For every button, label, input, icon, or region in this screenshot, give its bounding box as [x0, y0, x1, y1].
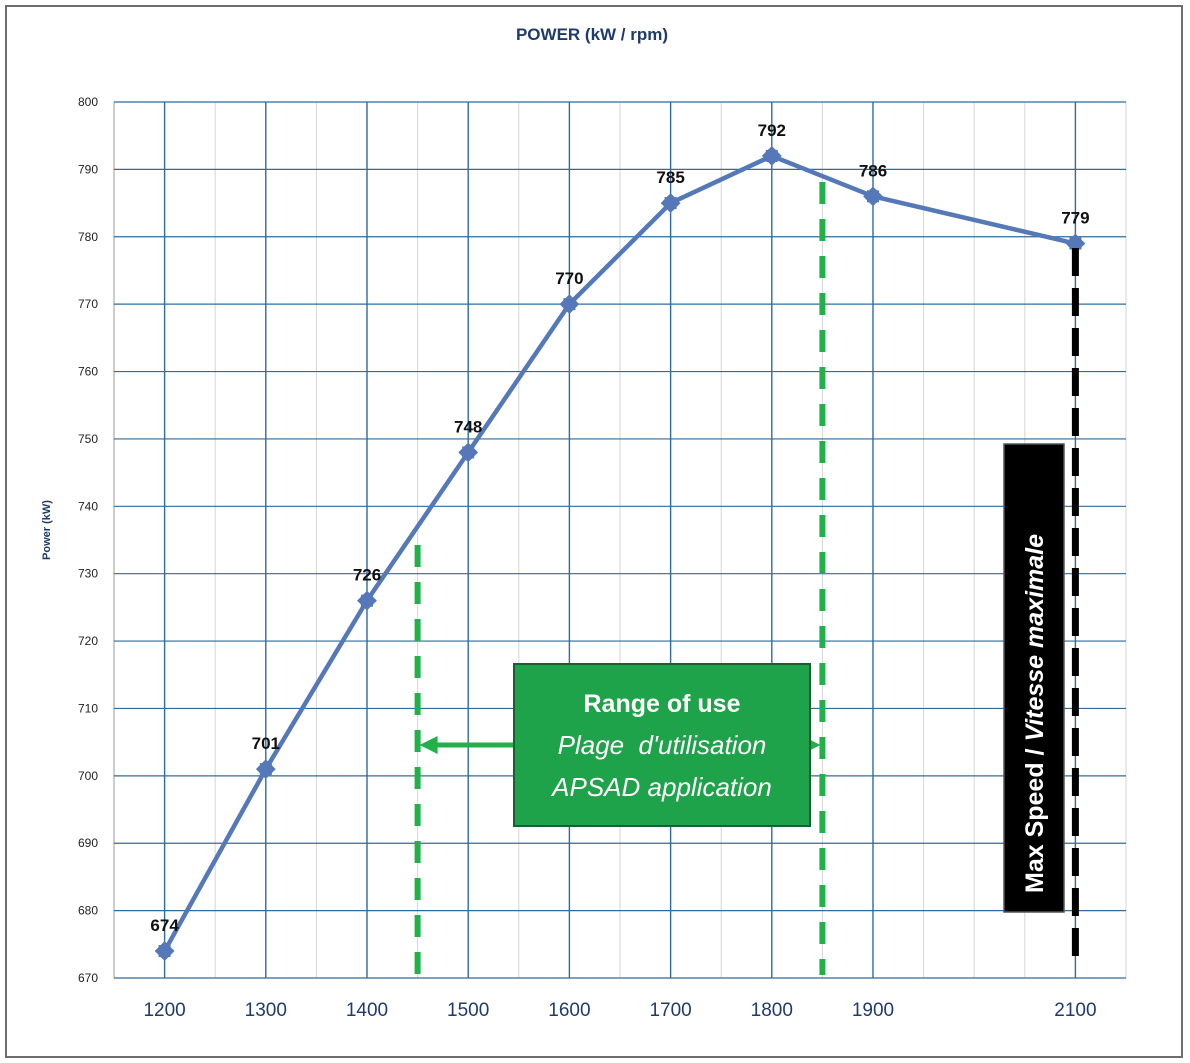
- data-label: 674: [150, 916, 179, 935]
- y-tick-label: 800: [78, 95, 98, 109]
- x-tick-label: 1400: [346, 1000, 388, 1021]
- data-label: 701: [252, 734, 280, 753]
- data-label: 726: [353, 566, 381, 585]
- y-tick-label: 790: [78, 162, 98, 176]
- y-tick-label: 710: [78, 701, 98, 715]
- y-tick-label: 680: [78, 904, 98, 918]
- x-tick-label: 1200: [143, 1000, 185, 1021]
- y-axis-label: Power (kW): [41, 500, 53, 560]
- data-point-marker-center: [158, 945, 171, 958]
- x-tick-label: 1500: [447, 1000, 489, 1021]
- y-tick-label: 760: [78, 365, 98, 379]
- x-tick-label: 1600: [548, 1000, 590, 1021]
- y-tick-label: 750: [78, 432, 98, 446]
- y-tick-label: 670: [78, 971, 98, 985]
- data-label: 779: [1061, 209, 1089, 228]
- major-gridlines: [114, 101, 1126, 979]
- plage-utilisation-label: Plage d'utilisation: [558, 730, 767, 760]
- data-point-marker-center: [867, 190, 879, 203]
- max-speed-label-en: Max Speed /: [1021, 742, 1049, 893]
- data-label: 786: [859, 161, 887, 180]
- x-tick-label: 1700: [649, 1000, 691, 1021]
- range-of-use-annotation: Range of use Plage d'utilisation APSAD a…: [513, 663, 811, 827]
- range-of-use-label: Range of use: [584, 690, 741, 718]
- y-tick-label: 730: [78, 567, 98, 581]
- y-tick-label: 740: [78, 499, 98, 513]
- y-tick-label: 700: [78, 769, 98, 783]
- data-label: 748: [454, 417, 482, 436]
- data-label: 785: [656, 168, 684, 187]
- x-tick-label: 1300: [245, 1000, 287, 1021]
- y-tick-label: 690: [78, 836, 98, 850]
- power-series: [154, 146, 1086, 961]
- data-point-marker-center: [664, 197, 677, 210]
- data-point-marker-center: [765, 149, 778, 162]
- data-point-marker-center: [1069, 237, 1082, 250]
- max-speed-box: [1003, 443, 1065, 913]
- max-speed-annotation: Max Speed / Vitesse maximale: [1003, 248, 1079, 960]
- data-label: 770: [555, 269, 583, 288]
- x-tick-labels: 1200 1300 1400 1500 1600 1700 1800 1900 2100: [143, 1000, 1096, 1021]
- y-tick-label: 780: [78, 230, 98, 244]
- y-tick-label: 720: [78, 634, 98, 648]
- data-point-marker-center: [462, 446, 475, 459]
- x-tick-label: 2100: [1054, 1000, 1096, 1021]
- x-tick-label: 1900: [852, 1000, 894, 1021]
- data-labels: 674 701 726 748 770 785 792 786 779: [150, 121, 1089, 935]
- range-of-use-box: [513, 663, 811, 827]
- data-point-marker-center: [259, 763, 272, 776]
- data-point-marker-center: [361, 594, 373, 607]
- x-tick-label: 1800: [751, 1000, 793, 1021]
- range-arrow-left-head: [419, 736, 438, 754]
- chart-title: POWER (kW / rpm): [516, 25, 668, 44]
- y-tick-labels: 670 680 690 700 710 720 730 740 750 760 770 780 790 8…: [78, 95, 98, 985]
- max-speed-label: Max Speed / Vitesse maximale: [1021, 534, 1049, 893]
- y-tick-label: 770: [78, 297, 98, 311]
- max-speed-label-fr: Vitesse maximale: [1021, 534, 1049, 742]
- apsad-application-label: APSAD application: [550, 772, 772, 802]
- data-point-marker-center: [563, 298, 576, 311]
- data-label: 792: [758, 121, 786, 140]
